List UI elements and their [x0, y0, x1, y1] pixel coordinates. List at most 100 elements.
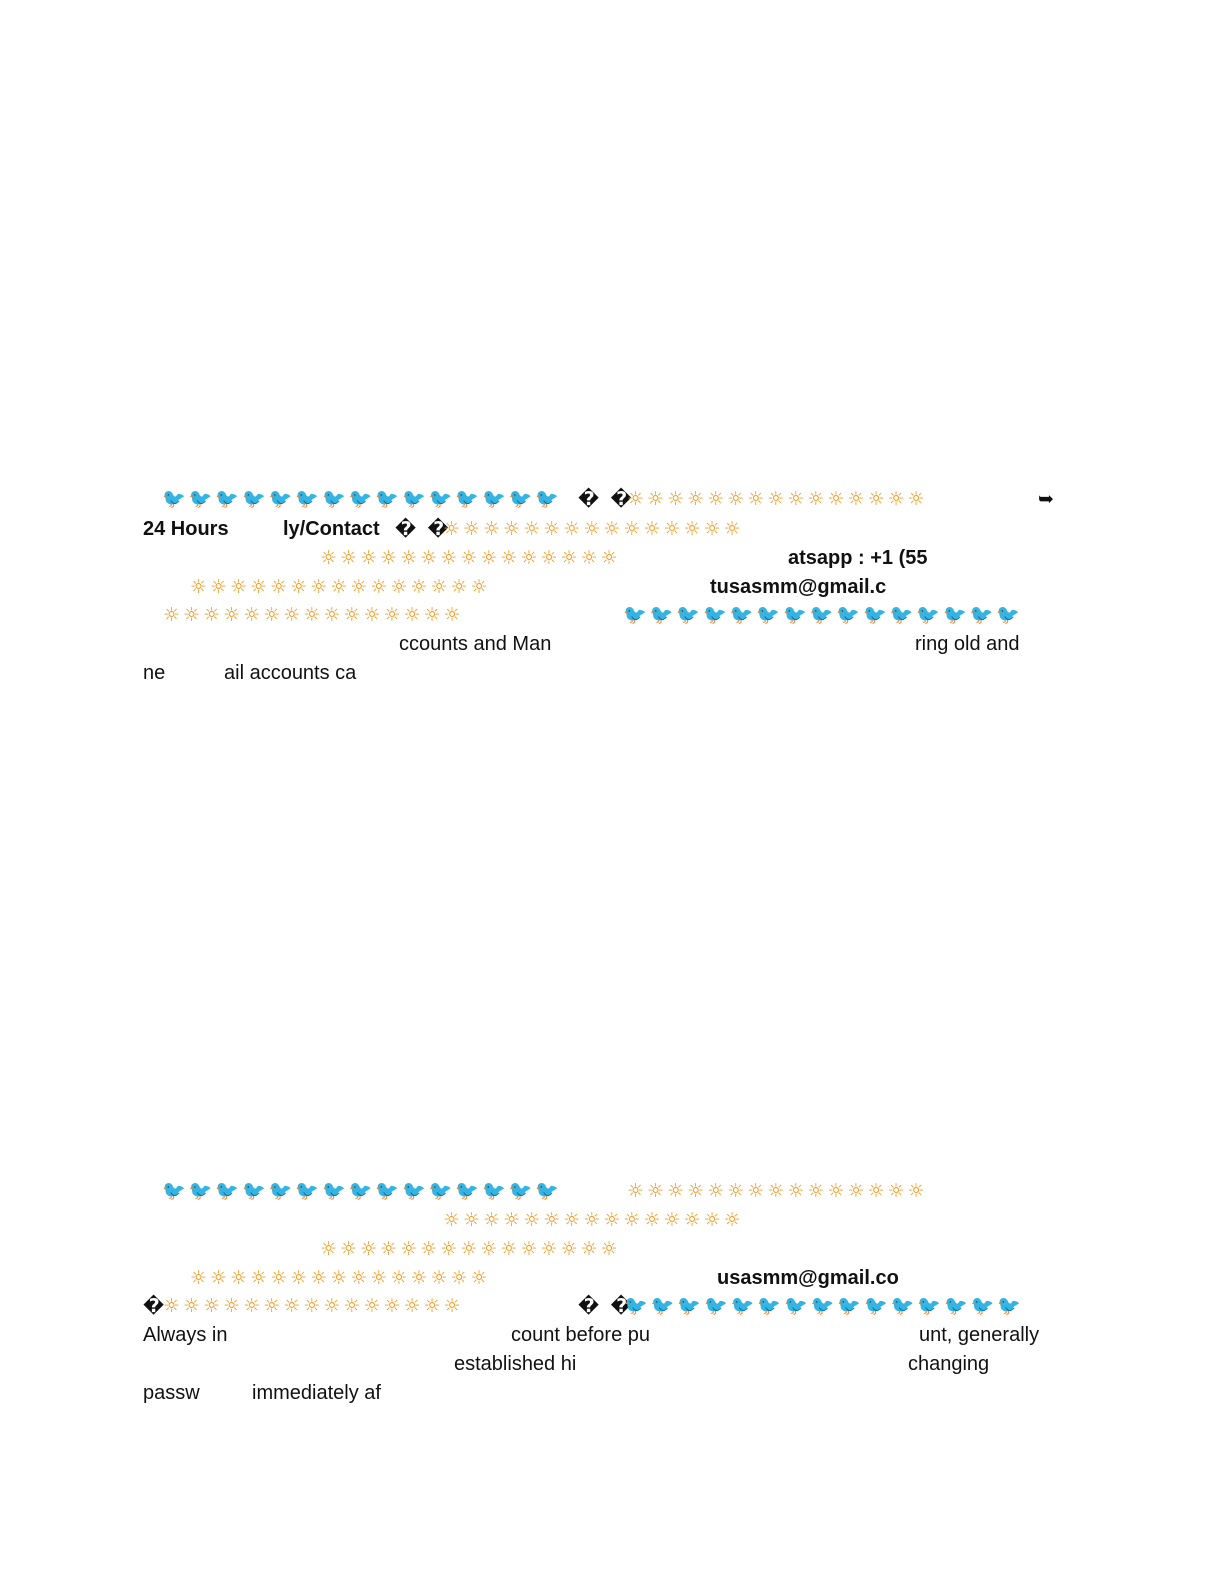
text-always: Always in — [143, 1324, 228, 1346]
bird-icon: 🐦 — [322, 488, 349, 510]
bird-icon: 🐦 — [375, 1180, 403, 1202]
sun-icon: ☼ — [443, 518, 464, 540]
sun-icon: ☼ — [400, 1238, 421, 1260]
sun-icon: ☼ — [480, 547, 501, 569]
replacement-chars: � — [143, 1293, 167, 1320]
sun-icon: ☼ — [707, 1180, 728, 1202]
sun-icon: ☼ — [270, 576, 291, 598]
sun-icon: ☼ — [263, 1295, 284, 1317]
bird-icon: 🐦 — [508, 1180, 536, 1202]
sun-icon: ☼ — [440, 547, 461, 569]
sun-icon: ☼ — [847, 488, 868, 510]
sun-icon: ☼ — [423, 604, 444, 626]
bird-icon: 🐦 — [783, 604, 810, 626]
bird-icon: 🐦 — [188, 488, 216, 510]
sun-icon: ☼ — [623, 518, 644, 540]
bird-icon: 🐦 — [756, 604, 784, 626]
text-contact: ly/Contact — [283, 518, 380, 540]
replacement-char-icon: � — [578, 1295, 603, 1317]
sun-icon: ☼ — [647, 488, 668, 510]
bird-icon: 🐦 — [428, 1180, 456, 1202]
sun-icon: ☼ — [363, 1295, 384, 1317]
sun-icon: ☼ — [370, 1267, 391, 1289]
sun-icon: ☼ — [190, 1267, 211, 1289]
sun-icon: ☼ — [580, 547, 601, 569]
sun-icon: ☼ — [390, 576, 411, 598]
bird-sequence: 🐦🐦🐦🐦🐦🐦🐦🐦🐦🐦🐦🐦🐦🐦🐦 — [623, 602, 1023, 629]
sun-icon: ☼ — [767, 1180, 788, 1202]
sun-icon: ☼ — [400, 547, 421, 569]
sun-icon: ☼ — [323, 1295, 344, 1317]
sun-sequence: ☼☼☼☼☼☼☼☼☼☼☼☼☼☼☼ — [163, 1293, 464, 1320]
sun-icon: ☼ — [343, 604, 364, 626]
sun-icon: ☼ — [727, 1180, 748, 1202]
sun-icon: ☼ — [543, 518, 564, 540]
sun-icon: ☼ — [403, 1295, 424, 1317]
bird-icon: 🐦 — [970, 1295, 998, 1317]
bird-icon: 🐦 — [729, 604, 757, 626]
sun-icon: ☼ — [500, 1238, 521, 1260]
sun-icon: ☼ — [643, 1209, 664, 1231]
sun-icon: ☼ — [430, 576, 451, 598]
sun-icon: ☼ — [560, 547, 581, 569]
sun-icon: ☼ — [243, 1295, 264, 1317]
sun-icon: ☼ — [383, 604, 404, 626]
sun-icon: ☼ — [270, 1267, 291, 1289]
sun-icon: ☼ — [520, 1238, 541, 1260]
bird-icon: 🐦 — [295, 1180, 323, 1202]
bird-icon: 🐦 — [375, 488, 403, 510]
sun-icon: ☼ — [747, 488, 768, 510]
sun-icon: ☼ — [470, 1267, 491, 1289]
bird-icon: 🐦 — [836, 604, 864, 626]
text-established: established hi — [454, 1353, 577, 1375]
sun-icon: ☼ — [687, 488, 708, 510]
sun-icon: ☼ — [463, 1209, 484, 1231]
sun-icon: ☼ — [320, 547, 341, 569]
sun-icon: ☼ — [350, 576, 371, 598]
sun-icon: ☼ — [210, 576, 231, 598]
sun-icon: ☼ — [470, 576, 491, 598]
sun-icon: ☼ — [310, 576, 331, 598]
arrow-icon: ➥ — [1038, 486, 1057, 513]
sun-icon: ☼ — [223, 604, 244, 626]
sun-icon: ☼ — [323, 604, 344, 626]
bird-icon: 🐦 — [268, 1180, 296, 1202]
bird-icon: 🐦 — [863, 604, 890, 626]
bird-icon: 🐦 — [676, 604, 704, 626]
sun-icon: ☼ — [503, 1209, 524, 1231]
sun-icon: ☼ — [440, 1238, 461, 1260]
sun-icon: ☼ — [543, 1209, 564, 1231]
bird-icon: 🐦 — [482, 1180, 509, 1202]
sun-icon: ☼ — [390, 1267, 411, 1289]
sun-icon: ☼ — [647, 1180, 668, 1202]
sun-icon: ☼ — [723, 518, 744, 540]
bird-icon: 🐦 — [402, 488, 429, 510]
sun-icon: ☼ — [450, 1267, 471, 1289]
bird-icon: 🐦 — [730, 1295, 758, 1317]
sun-icon: ☼ — [667, 488, 688, 510]
sun-icon: ☼ — [250, 576, 271, 598]
curved-arrow-icon: ➥ — [1038, 488, 1057, 510]
sun-icon: ☼ — [183, 1295, 204, 1317]
bird-icon: 🐦 — [162, 1180, 189, 1202]
sun-icon: ☼ — [643, 518, 664, 540]
sun-icon: ☼ — [600, 1238, 621, 1260]
sun-icon: ☼ — [563, 518, 584, 540]
text-count: count before pu — [511, 1324, 650, 1346]
bird-icon: 🐦 — [242, 488, 269, 510]
text-email: tusasmm@gmail.c — [710, 576, 887, 598]
text-ne: ne — [143, 662, 166, 684]
sun-icon: ☼ — [303, 1295, 324, 1317]
sun-icon: ☼ — [230, 1267, 251, 1289]
bird-icon: 🐦 — [162, 488, 189, 510]
sun-icon: ☼ — [250, 1267, 271, 1289]
bird-icon: 🐦 — [348, 488, 376, 510]
sun-icon: ☼ — [503, 518, 524, 540]
sun-icon: ☼ — [443, 1209, 464, 1231]
sun-icon: ☼ — [480, 1238, 501, 1260]
sun-icon: ☼ — [787, 1180, 808, 1202]
bird-sequence: 🐦🐦🐦🐦🐦🐦🐦🐦🐦🐦🐦🐦🐦🐦🐦 — [162, 486, 562, 513]
sun-icon: ☼ — [683, 1209, 704, 1231]
sun-icon: ☼ — [483, 1209, 504, 1231]
bird-icon: 🐦 — [969, 604, 997, 626]
